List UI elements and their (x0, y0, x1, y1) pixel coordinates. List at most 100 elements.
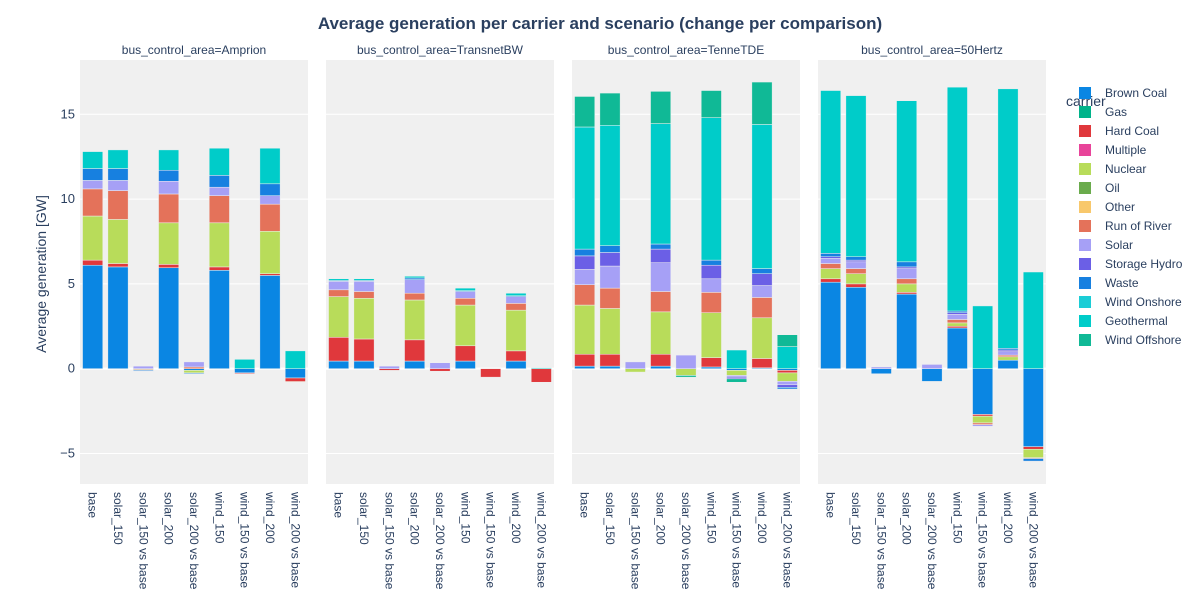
bar-segment-wind-offshore (675, 375, 697, 378)
bar-segment-run-of-river (599, 287, 621, 309)
bar-segment-geothermal (599, 125, 621, 246)
legend-item[interactable]: Geothermal (1079, 314, 1168, 328)
bar-segment-geothermal (997, 88, 1019, 349)
bar-segment-brown-coal (505, 360, 527, 369)
legend-item[interactable]: Storage Hydro (1079, 257, 1183, 271)
bar-segment-brown-coal (107, 266, 129, 369)
bar-segment-run-of-river (896, 278, 918, 285)
bar-segment-nuclear (650, 311, 672, 355)
bar-segment-hard-coal (328, 337, 350, 362)
bar-segment-solar (328, 281, 350, 291)
x-tick-label: solar_150 vs base (628, 492, 642, 590)
x-tick-label: wind_150 (704, 491, 718, 544)
bar-segment-brown-coal (454, 360, 476, 369)
bar-segment-solar (132, 365, 154, 369)
legend-item[interactable]: Multiple (1079, 143, 1147, 157)
x-tick-label: wind_200 (509, 491, 523, 544)
bar-segment-storage-hydro (776, 384, 798, 388)
bar-segment-waste (997, 348, 1019, 351)
legend-swatch (1079, 201, 1091, 213)
bar-segment-run-of-river (972, 422, 994, 425)
bar-segment-nuclear (599, 308, 621, 355)
bar-segment-wind-offshore (726, 378, 748, 383)
bar-segment-geothermal (574, 126, 596, 250)
bar-segment-brown-coal (921, 368, 943, 382)
bar-segment-brown-coal (183, 368, 205, 371)
legend-item[interactable]: Wind Onshore (1079, 295, 1182, 309)
bar-segment-solar (946, 314, 968, 320)
legend-item[interactable]: Gas (1079, 105, 1127, 119)
bar-segment-storage-hydro (650, 248, 672, 263)
bar-segment-nuclear (726, 370, 748, 376)
bar-segment-waste (845, 256, 867, 261)
bar-segment-brown-coal (896, 293, 918, 369)
bar-segment-hard-coal (454, 345, 476, 362)
x-tick-label: solar_150 (357, 492, 371, 545)
x-tick-label: wind_200 (755, 491, 769, 544)
bar-segment-nuclear (183, 370, 205, 374)
bar-segment-brown-coal (820, 281, 842, 369)
bar-segment-brown-coal (650, 365, 672, 369)
legend-item[interactable]: Brown Coal (1079, 86, 1167, 100)
bar-segment-run-of-river (259, 203, 281, 232)
bar-segment-geothermal (751, 124, 773, 269)
bar-segment-solar (870, 366, 892, 369)
bar-segment-hard-coal (1022, 446, 1044, 450)
bar-segment-storage-hydro (726, 376, 748, 380)
x-tick-label: wind_200 vs base (1026, 491, 1040, 588)
x-tick-label: solar_150 vs base (382, 492, 396, 590)
x-tick-label: solar_200 (654, 492, 668, 545)
bar-segment-geothermal (505, 292, 527, 296)
bar-segment-run-of-river (946, 319, 968, 324)
legend-item[interactable]: Other (1079, 200, 1135, 214)
bar-segment-hard-coal (158, 264, 180, 269)
bar-segment-solar (921, 364, 943, 369)
x-tick-label: base (578, 492, 592, 518)
x-tick-label: solar_150 (849, 492, 863, 545)
bar-segment-nuclear (328, 296, 350, 338)
bar-segment-waste (700, 259, 722, 266)
bar-segment-hard-coal (259, 273, 281, 276)
bar-segment-storage-hydro (751, 273, 773, 286)
bar-segment-run-of-river (404, 292, 426, 301)
bar-segment-geothermal (234, 359, 256, 369)
legend-label: Waste (1105, 276, 1139, 290)
legend-item[interactable]: Waste (1079, 276, 1139, 290)
bar-segment-hard-coal (234, 372, 256, 375)
legend-item[interactable]: Run of River (1079, 219, 1172, 233)
bar-segment-geothermal (700, 117, 722, 261)
bar-segment-geothermal (776, 346, 798, 369)
bar-segment-geothermal (107, 149, 129, 169)
bar-segment-brown-coal (158, 267, 180, 369)
bar-segment-run-of-river (328, 289, 350, 297)
legend-label: Geothermal (1105, 314, 1168, 328)
legend-label: Gas (1105, 105, 1127, 119)
legend-item[interactable]: Nuclear (1079, 162, 1146, 176)
legend-swatch (1079, 296, 1091, 308)
bar-segment-solar (751, 285, 773, 298)
legend-item[interactable]: Wind Offshore (1079, 333, 1182, 347)
x-tick-label: solar_200 vs base (925, 492, 939, 590)
legend-label: Storage Hydro (1105, 257, 1183, 271)
legend-item[interactable]: Oil (1079, 181, 1120, 195)
bar-segment-waste (751, 268, 773, 274)
bar-segment-hard-coal (896, 292, 918, 295)
bar-segment-nuclear (353, 298, 375, 340)
bar-segment-solar (107, 180, 129, 191)
legend-swatch (1079, 144, 1091, 156)
legend-label: Wind Onshore (1105, 295, 1182, 309)
bar-segment-hard-coal (972, 414, 994, 417)
x-tick-label: base (86, 492, 100, 518)
bar-segment-solar (454, 291, 476, 299)
bar-segment-nuclear (259, 231, 281, 274)
bar-segment-solar (505, 296, 527, 304)
legend-item[interactable]: Solar (1079, 238, 1133, 252)
bar-segment-geothermal (158, 149, 180, 171)
legend-item[interactable]: Hard Coal (1079, 124, 1159, 138)
bar-segment-run-of-river (107, 190, 129, 220)
bar-segment-storage-hydro (820, 256, 842, 259)
bar-segment-brown-coal (259, 275, 281, 369)
